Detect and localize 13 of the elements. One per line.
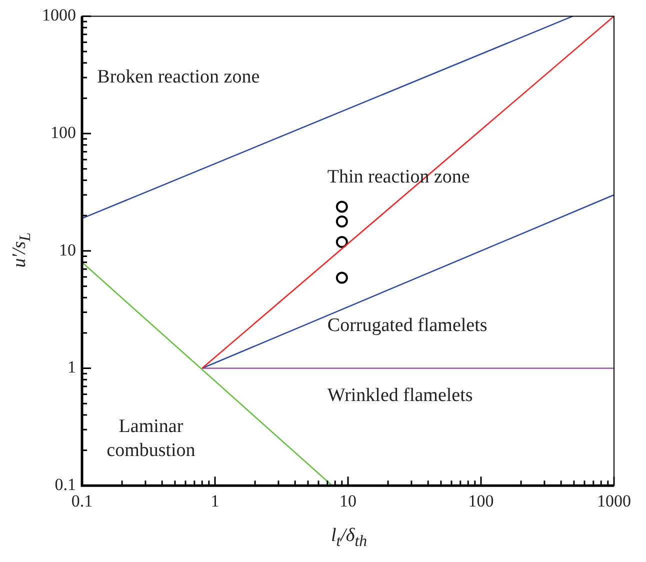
annotation: Corrugated flamelets [327, 314, 488, 336]
x-tick-label: 1000 [597, 491, 631, 510]
x-tick-label: 100 [468, 491, 494, 510]
annotation: Wrinkled flamelets [327, 384, 473, 406]
x-axis-title: l$_{t}$/δ$_{th}$ [330, 525, 368, 551]
annotation: Broken reaction zone [97, 66, 260, 88]
x-tick-label: 10 [340, 491, 356, 510]
y-tick-label: 10 [59, 240, 76, 260]
y-tick-label: 1 [68, 358, 76, 377]
annotation: Laminar combustion [106, 416, 196, 461]
y-tick-label: 1000 [42, 6, 76, 25]
y-tick-label: 100 [50, 123, 76, 142]
x-tick-label: 1 [210, 491, 220, 510]
